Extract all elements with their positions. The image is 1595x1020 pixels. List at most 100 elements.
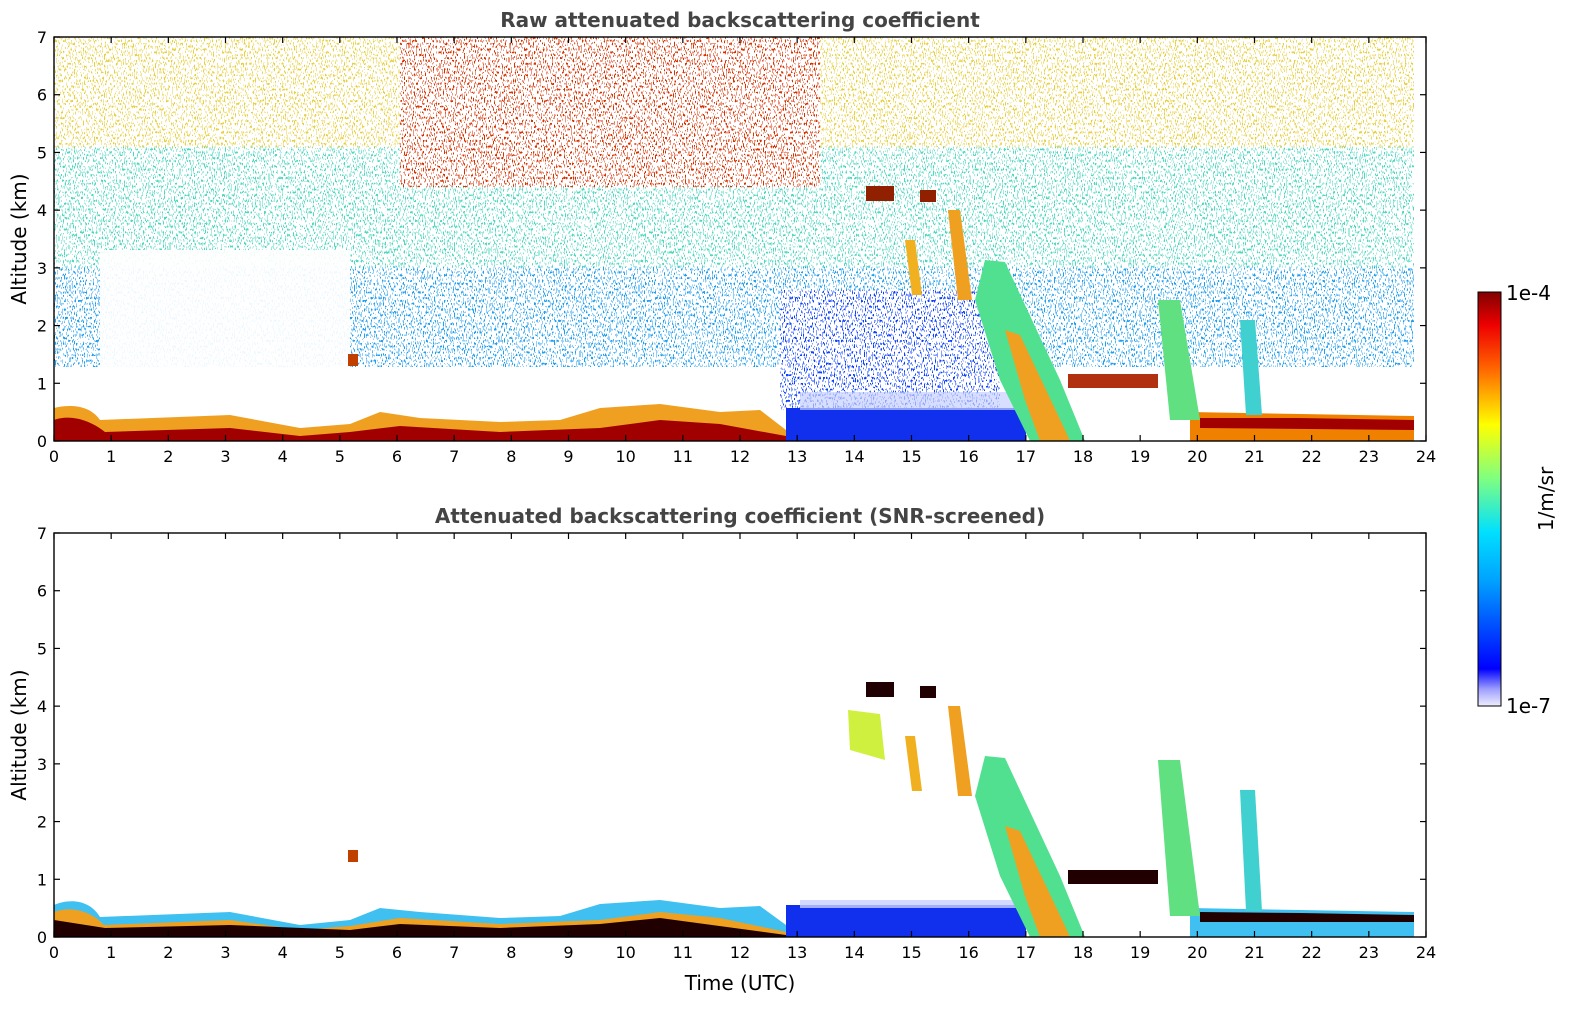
low-signal-haze <box>800 900 1020 908</box>
x-tick-label: 21 <box>1244 943 1264 962</box>
x-tick-label: 2 <box>163 943 173 962</box>
y-tick-label: 2 <box>37 813 47 832</box>
colorbar: 1e-4 1e-7 1/m/sr <box>1477 281 1558 718</box>
x-tick-label: 7 <box>449 943 459 962</box>
noise-band-red <box>400 37 820 187</box>
x-tick-label: 17 <box>1016 447 1036 466</box>
x-tick-label: 8 <box>506 447 516 466</box>
cloud-column-right <box>1240 320 1262 415</box>
y-axis-label: Altitude (km) <box>7 669 31 800</box>
x-tick-label: 0 <box>49 447 59 466</box>
x-ticks: 0 1 2 3 4 5 6 7 8 9 10 11 12 13 14 15 16 17 18 19 20 21 22 23 24 <box>49 37 1436 466</box>
x-tick-label: 11 <box>673 943 693 962</box>
cloud-layer <box>1068 374 1158 388</box>
y-tick-label: 2 <box>37 317 47 336</box>
y-tick-label: 5 <box>37 639 47 658</box>
x-tick-label: 23 <box>1359 943 1379 962</box>
cloud-column-left <box>1158 760 1200 916</box>
x-tick-label: 9 <box>563 943 573 962</box>
x-tick-label: 16 <box>958 447 978 466</box>
falling-cloud-streak-core <box>1005 330 1070 441</box>
x-tick-label: 18 <box>1073 943 1093 962</box>
falling-cloud-streak <box>975 756 1085 937</box>
colorbar-min-label: 1e-7 <box>1506 694 1551 718</box>
x-tick-label: 3 <box>220 943 230 962</box>
y-tick-label: 3 <box>37 755 47 774</box>
cloud-fragment <box>348 850 358 862</box>
y-tick-label: 7 <box>37 524 47 543</box>
chart-title: Raw attenuated backscattering coefficien… <box>500 8 980 32</box>
cloud-cluster <box>848 710 885 760</box>
cloud-fragment <box>920 686 936 698</box>
x-tick-label: 8 <box>506 943 516 962</box>
x-tick-label: 11 <box>673 447 693 466</box>
x-tick-label: 5 <box>335 447 345 466</box>
x-axis-label: Time (UTC) <box>684 971 796 995</box>
x-tick-label: 4 <box>278 447 288 466</box>
colorbar-gradient <box>1477 291 1502 707</box>
plot-frame <box>53 532 1427 938</box>
y-axis-label: Altitude (km) <box>7 173 31 304</box>
x-tick-label: 24 <box>1416 447 1436 466</box>
panel-raw: Raw attenuated backscattering coefficien… <box>7 8 1436 466</box>
x-tick-label: 12 <box>730 447 750 466</box>
x-tick-label: 22 <box>1301 943 1321 962</box>
cloud-streak-a <box>905 736 922 791</box>
x-tick-label: 13 <box>787 943 807 962</box>
x-tick-label: 1 <box>106 943 116 962</box>
y-ticks: 0 1 2 3 4 5 6 7 <box>37 28 1426 451</box>
x-tick-label: 20 <box>1187 447 1207 466</box>
colorbar-unit-label: 1/m/sr <box>1534 466 1558 531</box>
falling-cloud-streak <box>975 260 1085 441</box>
clear-gap <box>100 250 350 405</box>
x-tick-label: 7 <box>449 447 459 466</box>
cloud-layer <box>1068 870 1158 884</box>
x-tick-label: 9 <box>563 447 573 466</box>
cloud-streak-b <box>948 210 972 300</box>
cloud-fragment <box>866 186 894 201</box>
x-tick-label: 1 <box>106 447 116 466</box>
noise-band-blue <box>780 290 1000 410</box>
low-signal-region <box>786 408 1026 441</box>
x-tick-label: 4 <box>278 943 288 962</box>
cloud-column-right <box>1240 790 1262 911</box>
x-tick-label: 24 <box>1416 943 1436 962</box>
x-tick-label: 21 <box>1244 447 1264 466</box>
colorbar-max-label: 1e-4 <box>1506 281 1551 305</box>
y-tick-label: 3 <box>37 259 47 278</box>
cloud-streak-a <box>905 240 922 295</box>
x-tick-label: 3 <box>220 447 230 466</box>
x-tick-label: 19 <box>1130 943 1150 962</box>
panel-screened: Attenuated backscattering coefficient (S… <box>7 504 1436 995</box>
y-tick-label: 1 <box>37 870 47 889</box>
x-tick-label: 2 <box>163 447 173 466</box>
x-tick-label: 15 <box>901 447 921 466</box>
x-tick-label: 13 <box>787 447 807 466</box>
y-tick-label: 7 <box>37 28 47 47</box>
x-tick-label: 22 <box>1301 447 1321 466</box>
boundary-layer-core <box>54 417 786 441</box>
x-tick-label: 16 <box>958 943 978 962</box>
x-tick-label: 20 <box>1187 943 1207 962</box>
y-tick-label: 6 <box>37 86 47 105</box>
y-tick-label: 0 <box>37 928 47 947</box>
y-tick-label: 4 <box>37 697 47 716</box>
y-tick-label: 4 <box>37 201 47 220</box>
heatmap-raw <box>54 37 1414 441</box>
y-ticks: 0 1 2 3 4 5 6 7 <box>37 524 1426 947</box>
cloud-fragment <box>348 354 358 366</box>
x-tick-label: 0 <box>49 943 59 962</box>
x-ticks: 0 1 2 3 4 5 6 7 8 9 10 11 12 13 14 15 16 17 18 19 20 21 22 23 24 <box>49 533 1436 962</box>
y-tick-label: 1 <box>37 374 47 393</box>
x-tick-label: 12 <box>730 943 750 962</box>
x-tick-label: 23 <box>1359 447 1379 466</box>
x-tick-label: 14 <box>844 943 864 962</box>
cloud-fragment <box>866 682 894 697</box>
chart-title: Attenuated backscattering coefficient (S… <box>435 504 1045 528</box>
cloud-fragment <box>920 190 936 202</box>
boundary-layer-right-core <box>1200 912 1414 922</box>
falling-cloud-streak-core <box>1005 826 1070 937</box>
heatmap-screened <box>54 682 1414 937</box>
x-tick-label: 15 <box>901 943 921 962</box>
